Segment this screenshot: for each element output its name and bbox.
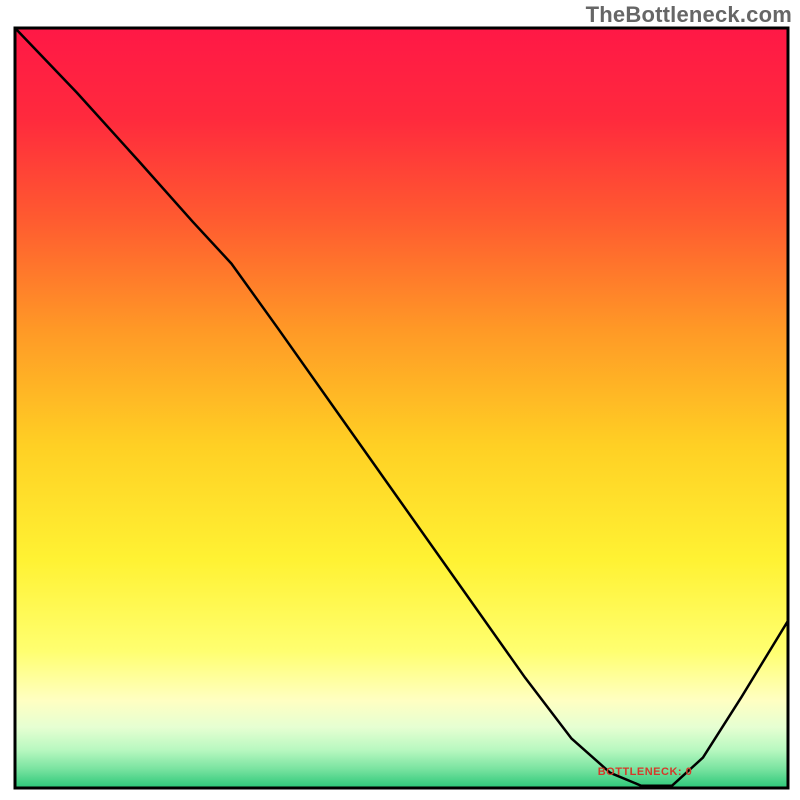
bottleneck-value-label: BOTTLENECK: 0 <box>598 766 693 778</box>
bottleneck-chart: BOTTLENECK: 0 <box>0 0 800 800</box>
chart-container: { "watermark": "TheBottleneck.com", "cha… <box>0 0 800 800</box>
chart-background <box>15 28 788 788</box>
watermark-text: TheBottleneck.com <box>586 2 792 28</box>
